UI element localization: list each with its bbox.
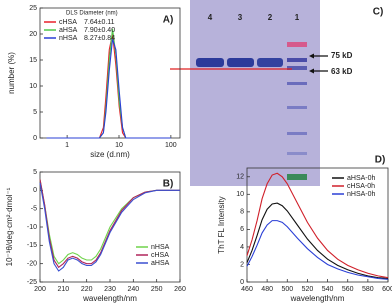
legend-label: nHSA [59, 35, 78, 42]
series-line [246, 202, 389, 280]
x-tick-label: 260 [174, 286, 186, 293]
legend-value: 7.64±0.11 [84, 19, 115, 26]
arrowhead [309, 68, 314, 74]
y-tick-label: -15 [27, 242, 37, 249]
gel-band [257, 58, 283, 67]
gel-band [196, 58, 224, 67]
panel-label: D) [375, 155, 386, 166]
lane-label: 4 [208, 13, 213, 22]
panel-label: A) [163, 15, 174, 26]
x-tick-label: 460 [241, 286, 253, 293]
legend-title: DLS Diameter (nm) [66, 11, 118, 17]
x-tick-label: 580 [362, 286, 374, 293]
x-tick-label: 560 [342, 286, 354, 293]
legend-value: 7.90±0.40 [84, 27, 115, 34]
x-axis-label: wavelength/nm [82, 294, 137, 303]
y-tick-label: 0 [33, 135, 37, 142]
x-tick-label: 540 [322, 286, 334, 293]
ladder-band [287, 152, 307, 155]
x-tick-label: 600 [382, 286, 392, 293]
x-tick-label: 520 [302, 286, 314, 293]
lane-label: 3 [238, 13, 243, 22]
legend-label: aHSA-0h [347, 175, 376, 182]
ladder-band [287, 132, 307, 135]
panel-label: B) [163, 179, 174, 190]
y-axis-label: ThT FL Intensity [217, 196, 226, 253]
ladder-band [287, 82, 307, 85]
series-line [46, 33, 171, 139]
plot-frame [246, 167, 389, 283]
x-tick-label: 10 [115, 142, 123, 149]
y-tick-label: -5 [31, 206, 37, 213]
y-tick-label: 4 [240, 244, 244, 251]
y-axis-label: number (%) [7, 52, 16, 94]
y-axis-label: 10⁻³θ/deg·cm²·dmol⁻¹ [5, 187, 14, 266]
series-line [46, 39, 171, 139]
legend-label: aHSA [59, 27, 78, 34]
series-line [246, 220, 389, 280]
y-tick-label: -20 [27, 261, 37, 268]
y-tick-label: 0 [240, 279, 244, 286]
ladder-band [287, 66, 307, 70]
plot-frame [39, 7, 181, 139]
ladder-band [287, 42, 307, 47]
x-tick-label: 200 [34, 286, 46, 293]
legend-label: cHSA-0h [347, 183, 375, 190]
gel-band [227, 58, 254, 67]
y-tick-label: 20 [29, 31, 37, 38]
lane-label: 1 [295, 13, 300, 22]
legend-label: nHSA [151, 244, 170, 251]
x-tick-label: 100 [165, 142, 177, 149]
y-tick-label: 25 [29, 5, 37, 12]
marker-label: 75 kD [331, 51, 353, 60]
y-tick-label: 5 [33, 169, 37, 176]
ladder-band [287, 106, 307, 109]
series-line [39, 182, 180, 272]
x-tick-label: 250 [151, 286, 163, 293]
y-tick-label: -10 [27, 224, 37, 231]
y-tick-label: 10 [236, 191, 244, 198]
series-line [246, 172, 389, 279]
y-tick-label: 15 [29, 57, 37, 64]
x-axis-label: size (d.nm) [90, 150, 130, 159]
y-tick-label: 8 [240, 209, 244, 216]
legend-label: cHSA [59, 19, 77, 26]
legend-label: nHSA-0h [347, 191, 376, 198]
x-tick-label: 480 [261, 286, 273, 293]
x-tick-label: 1 [65, 142, 69, 149]
ladder-band [287, 174, 307, 180]
y-tick-label: 2 [240, 261, 244, 268]
y-tick-label: 12 [236, 174, 244, 181]
x-tick-label: 240 [127, 286, 139, 293]
gel-background [190, 0, 320, 186]
x-tick-label: 500 [281, 286, 293, 293]
y-tick-label: 0 [33, 187, 37, 194]
x-tick-label: 220 [81, 286, 93, 293]
y-tick-label: 5 [33, 109, 37, 116]
lane-label: 2 [268, 13, 273, 22]
legend-value: 8.27±0.84 [84, 35, 115, 42]
y-tick-label: -25 [27, 279, 37, 286]
marker-label: 63 kD [331, 67, 353, 76]
x-tick-label: 210 [57, 286, 69, 293]
legend-label: aHSA [151, 260, 170, 267]
y-tick-label: 6 [240, 226, 244, 233]
arrowhead [309, 53, 314, 59]
gel-image: 4 3 2 1 75 kD 63 kD C) [170, 0, 383, 186]
series-line [39, 179, 180, 269]
y-tick-label: 10 [29, 83, 37, 90]
legend-label: cHSA [151, 252, 169, 259]
panel-label: C) [373, 7, 384, 18]
x-axis-label: wavelength/nm [290, 294, 345, 303]
x-tick-label: 230 [104, 286, 116, 293]
ladder-band [287, 58, 307, 62]
